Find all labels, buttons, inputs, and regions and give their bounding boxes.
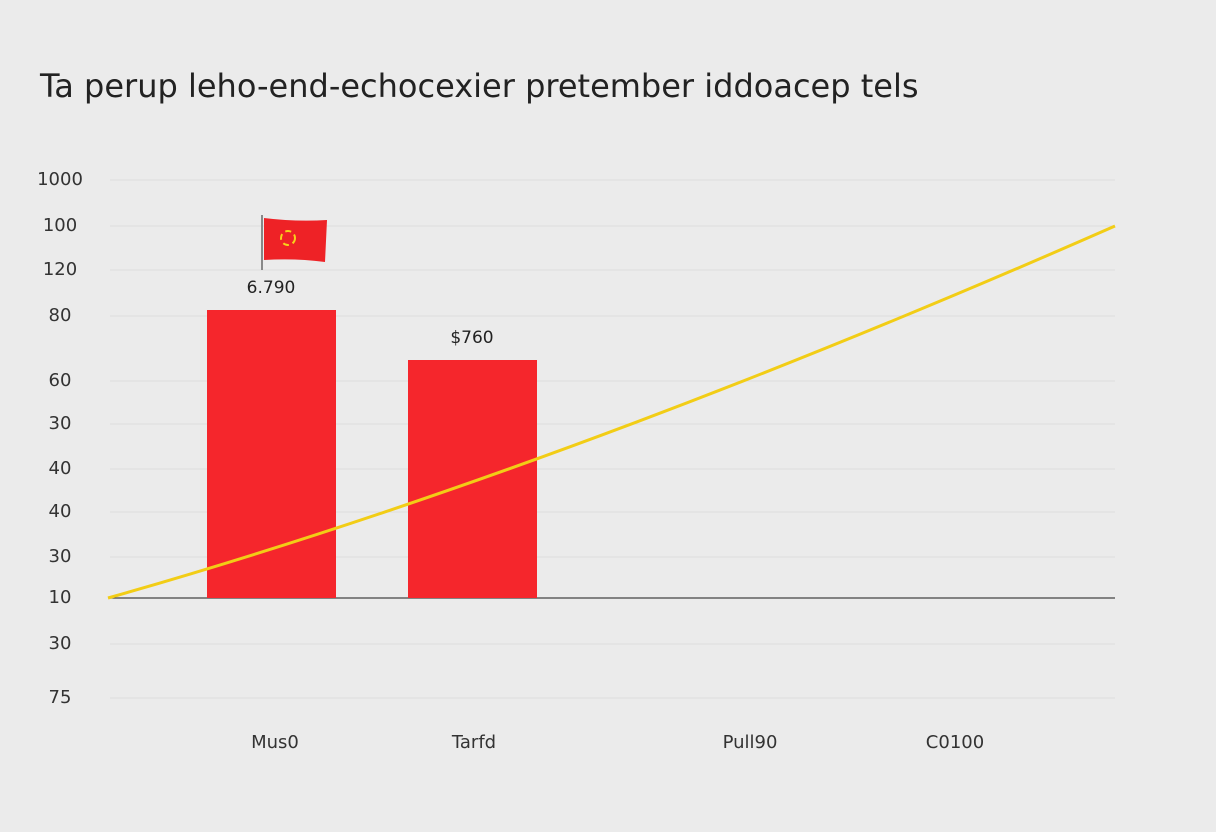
y-tick-label: 120 — [43, 259, 77, 280]
x-tick-label: Tarfd — [451, 732, 496, 753]
bar-label: 6.790 — [247, 278, 296, 298]
y-tick-label: 80 — [49, 305, 72, 326]
bar-label: $760 — [450, 328, 493, 348]
y-tick-label: 60 — [49, 370, 72, 391]
flag-emblem — [280, 230, 296, 246]
y-tick-label: 30 — [49, 633, 72, 654]
x-tick-label: Mus0 — [251, 732, 299, 753]
y-tick-label: 30 — [49, 413, 72, 434]
y-tick-label: 75 — [49, 687, 72, 708]
flag — [261, 215, 327, 270]
x-tick-label: C0100 — [926, 732, 984, 753]
bar — [408, 360, 537, 598]
trend-line — [107, 224, 1116, 600]
y-tick-label: 40 — [49, 501, 72, 522]
x-tick-label: Pull90 — [723, 732, 778, 753]
y-tick-label: 30 — [49, 546, 72, 567]
y-tick-label: 1000 — [37, 169, 83, 190]
chart-title: Ta perup leho-end-echocexier pretember i… — [39, 67, 919, 105]
bar — [207, 310, 336, 598]
y-tick-label: 100 — [43, 215, 77, 236]
y-tick-label: 10 — [49, 587, 72, 608]
y-tick-label: 40 — [49, 458, 72, 479]
